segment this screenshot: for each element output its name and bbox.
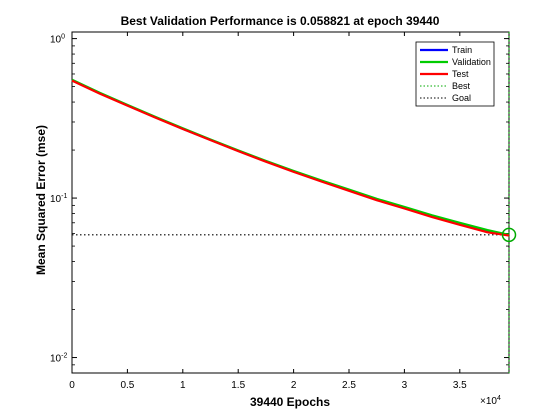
x-tick-label: 3 (402, 380, 408, 391)
legend-label-goal: Goal (452, 93, 471, 103)
legend-label-train: Train (452, 45, 472, 55)
legend-label-test: Test (452, 69, 469, 79)
y-tick-label: 10-1 (50, 193, 67, 205)
y-tick-label-exponent: -1 (61, 193, 67, 200)
y-axis-label: Mean Squared Error (mse) (34, 125, 48, 275)
y-tick-label-exponent: -2 (61, 353, 67, 360)
legend: Train Validation Test Best Goal (415, 41, 495, 107)
x-axis-exponent-base: ×10 (480, 396, 497, 407)
x-axis-label: 39440 Epochs (250, 395, 330, 409)
y-tick-label-base: 10 (50, 354, 62, 365)
x-axis-exponent: ×104 (480, 395, 501, 407)
legend-label-validation: Validation (452, 57, 491, 67)
y-tick-label-base: 10 (50, 35, 62, 46)
x-tick-label: 2.5 (342, 380, 356, 391)
x-tick-label: 2 (291, 380, 297, 391)
x-tick-label: 1 (180, 380, 186, 391)
series-layer (71, 32, 517, 373)
best-point-marker (501, 227, 517, 243)
x-axis-exponent-power: 4 (497, 395, 501, 402)
y-tick-label: 10-2 (50, 353, 67, 365)
test-series-line (71, 79, 510, 237)
y-tick-label-base: 10 (50, 194, 62, 205)
legend-label-best: Best (452, 81, 471, 91)
y-tick-label-exponent: 0 (61, 34, 65, 41)
x-tick-label: 0 (69, 380, 75, 391)
x-tick-label: 1.5 (231, 380, 245, 391)
y-tick-label: 100 (50, 34, 65, 46)
x-tick-label: 0.5 (120, 380, 134, 391)
chart-title: Best Validation Performance is 0.058821 … (121, 14, 440, 28)
x-tick-label: 3.5 (453, 380, 467, 391)
